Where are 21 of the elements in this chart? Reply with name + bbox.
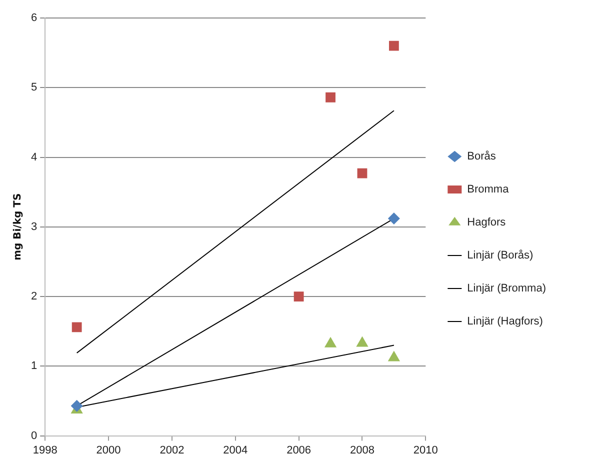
y-tick-label: 6 — [30, 12, 38, 24]
y-tick-label: 1 — [30, 360, 38, 372]
y-tick-label: 3 — [30, 220, 38, 233]
y-tick-label: 5 — [30, 82, 38, 94]
x-tick-label: 2006 — [286, 444, 312, 456]
x-tick-label: 2010 — [413, 444, 438, 456]
legend-label: Borås — [467, 150, 496, 163]
y-axis-title: mg Bi/kg TS — [12, 193, 24, 260]
y-tick-label: 2 — [30, 290, 38, 303]
legend-label: Linjär (Hagfors) — [467, 316, 543, 328]
x-tick-label: 2004 — [223, 444, 248, 456]
x-tick-label: 2008 — [350, 444, 374, 456]
x-tick-label: 1998 — [32, 444, 58, 456]
y-tick-label: 0 — [30, 430, 38, 442]
y-tick-label: 4 — [30, 151, 38, 164]
legend-label: Linjär (Borås) — [467, 250, 534, 262]
x-tick-label: 2002 — [160, 444, 184, 456]
legend-label: Hagfors — [467, 216, 506, 229]
x-tick-label: 2000 — [96, 444, 121, 456]
legend-label: Linjär (Bromma) — [467, 282, 546, 295]
legend-label: Bromma — [467, 184, 510, 196]
